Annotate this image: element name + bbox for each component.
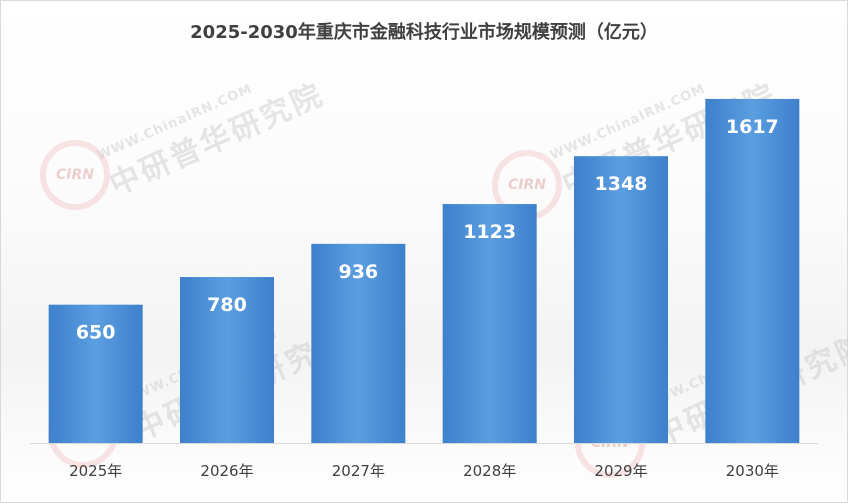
x-tick-label-5: 2030年: [726, 462, 779, 480]
bar-5: [705, 98, 800, 444]
data-label-5: 1617: [726, 116, 779, 138]
x-tick-label-3: 2028年: [463, 462, 516, 480]
bar-3: [442, 204, 537, 443]
data-label-3: 1123: [463, 221, 516, 243]
bar-4: [574, 156, 668, 444]
x-tick-label-1: 2026年: [200, 462, 253, 480]
x-tick-label-2: 2027年: [332, 462, 385, 480]
bar-1: [180, 277, 274, 443]
bar-0: [48, 304, 143, 443]
data-label-4: 1348: [595, 173, 648, 195]
data-label-0: 650: [76, 322, 116, 344]
x-tick-label-4: 2029年: [594, 462, 647, 480]
data-label-1: 780: [207, 294, 247, 316]
bar-2: [311, 243, 406, 443]
data-label-2: 936: [338, 261, 378, 283]
x-tick-label-0: 2025年: [69, 462, 122, 480]
chart-title: 2025-2030年重庆市金融科技行业市场规模预测（亿元）: [190, 22, 658, 43]
